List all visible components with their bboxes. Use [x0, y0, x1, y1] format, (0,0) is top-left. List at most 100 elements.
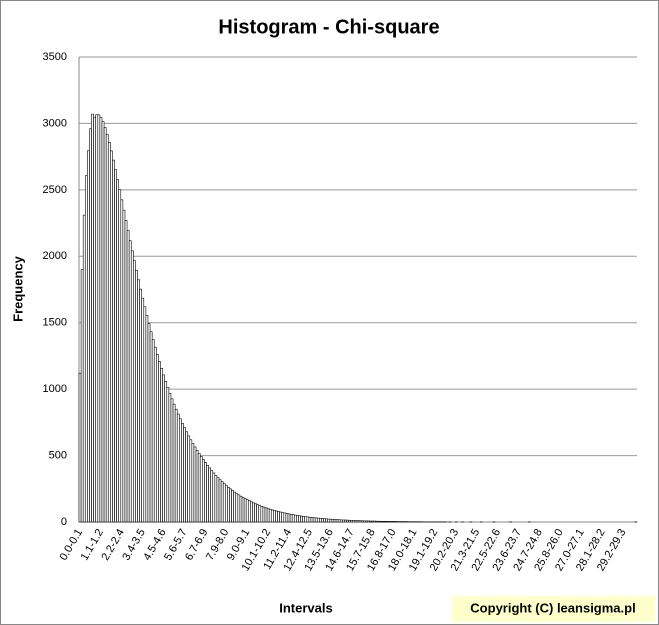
- bar: [199, 456, 203, 523]
- bar: [87, 150, 90, 523]
- bar: [381, 521, 385, 523]
- bar: [158, 361, 161, 523]
- y-tick-label: 0: [61, 516, 67, 528]
- bar: [258, 505, 262, 523]
- bar: [344, 519, 347, 523]
- bar: [308, 516, 312, 523]
- bar: [162, 374, 165, 523]
- bar: [268, 508, 272, 523]
- bar: [208, 467, 211, 523]
- bar: [143, 306, 147, 523]
- bar: [335, 519, 339, 523]
- bar: [227, 487, 230, 523]
- bar: [149, 331, 153, 523]
- bar: [369, 520, 372, 523]
- bar: [179, 418, 182, 523]
- bar: [256, 504, 260, 523]
- bar: [390, 521, 393, 523]
- bar: [319, 517, 322, 523]
- bar: [266, 508, 270, 523]
- y-tick-label: 3000: [43, 117, 67, 129]
- bar: [281, 512, 285, 523]
- bar: [189, 439, 193, 523]
- bar: [147, 323, 151, 523]
- y-tick-label: 2000: [43, 250, 67, 262]
- bar: [283, 512, 287, 523]
- bar: [346, 519, 349, 523]
- y-tick-label: 500: [49, 449, 67, 461]
- bar: [204, 462, 207, 523]
- bar: [212, 472, 216, 523]
- bar: [321, 518, 324, 523]
- bar: [262, 506, 266, 523]
- bar: [245, 499, 249, 523]
- bar: [362, 520, 366, 523]
- y-tick-label: 1000: [43, 383, 67, 395]
- bar: [112, 159, 115, 523]
- bar: [373, 520, 377, 523]
- bar: [183, 427, 186, 523]
- bar: [195, 450, 199, 523]
- bar: [306, 516, 310, 523]
- bar: [116, 179, 120, 523]
- chart-title: Histogram - Chi-square: [218, 16, 439, 38]
- bar: [323, 518, 326, 523]
- bar: [170, 398, 174, 523]
- bar: [126, 230, 130, 523]
- y-tick-label: 2500: [43, 184, 67, 196]
- bar: [243, 498, 247, 523]
- bar: [260, 506, 264, 523]
- bar: [89, 128, 92, 523]
- bar: [392, 521, 395, 523]
- bar: [350, 520, 354, 523]
- bar: [371, 520, 374, 523]
- bar: [275, 510, 278, 523]
- bar: [331, 519, 335, 523]
- bar: [137, 279, 140, 523]
- x-axis-label: Intervals: [279, 600, 332, 615]
- bar: [197, 453, 201, 523]
- bar: [385, 521, 389, 523]
- bar: [151, 339, 155, 523]
- bar: [383, 521, 387, 523]
- bar: [379, 521, 383, 523]
- bar: [277, 511, 280, 523]
- bar: [166, 387, 170, 523]
- bar: [220, 481, 224, 523]
- bar: [218, 479, 222, 523]
- bar: [101, 121, 105, 523]
- bar: [254, 503, 257, 523]
- bar: [139, 288, 142, 523]
- bar: [229, 488, 232, 523]
- y-tick-label: 3500: [43, 51, 67, 63]
- bar: [247, 500, 251, 523]
- bar: [172, 403, 176, 523]
- bar: [206, 464, 209, 523]
- bar: [310, 517, 314, 523]
- bar: [114, 169, 117, 523]
- y-axis-label: Frequency: [10, 255, 25, 322]
- bar: [304, 516, 308, 523]
- bar: [141, 297, 145, 523]
- bar: [160, 367, 163, 523]
- bar: [312, 517, 316, 523]
- bar: [287, 513, 291, 523]
- bar: [394, 521, 397, 523]
- bar: [316, 517, 320, 523]
- bar: [176, 413, 180, 523]
- bar: [377, 520, 381, 523]
- bar: [279, 511, 283, 523]
- bar: [95, 114, 99, 523]
- bar: [224, 485, 228, 523]
- bar: [365, 520, 368, 523]
- bar: [352, 520, 356, 523]
- bar: [91, 113, 94, 523]
- bar: [118, 189, 122, 523]
- bar: [105, 134, 109, 523]
- bar: [191, 443, 195, 523]
- bar: [187, 435, 191, 523]
- bar: [300, 515, 303, 523]
- bar: [84, 175, 88, 523]
- bar: [289, 513, 293, 523]
